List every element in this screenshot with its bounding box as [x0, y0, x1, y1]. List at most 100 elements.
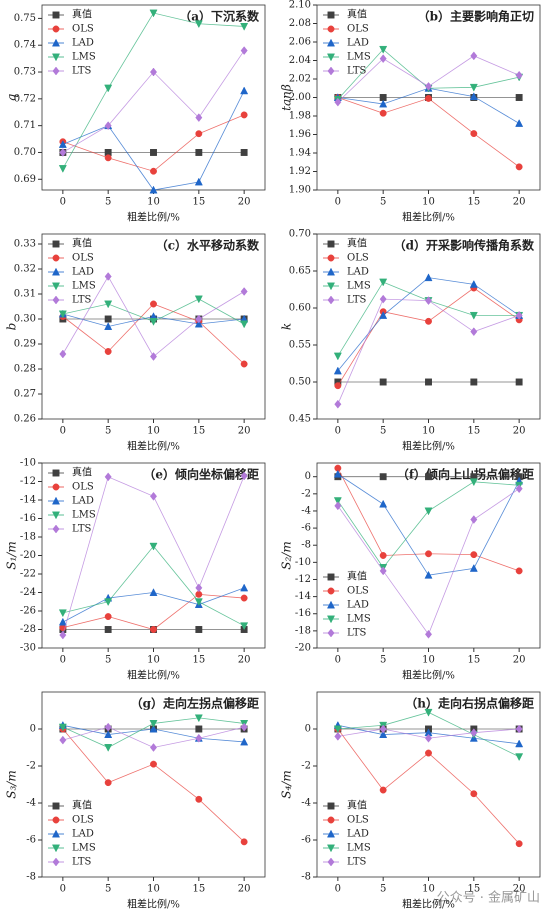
- x-tick-label: 5: [105, 884, 111, 895]
- x-tick-label: 20: [513, 197, 526, 208]
- legend-marker: [327, 587, 335, 595]
- marker: [195, 733, 203, 743]
- series-line: [62, 114, 245, 172]
- y-tick-label: -4: [301, 798, 311, 809]
- legend-marker: [52, 469, 60, 477]
- marker: [470, 790, 478, 798]
- y-tick-label: 0.27: [14, 389, 36, 400]
- marker: [240, 111, 248, 119]
- marker: [150, 626, 157, 633]
- marker: [240, 622, 249, 631]
- marker: [379, 294, 387, 304]
- legend-marker: [51, 829, 61, 838]
- y-tick-label: 0.70: [289, 229, 311, 240]
- panel-title: （f）倾向上山拐点偏移距: [397, 467, 534, 482]
- y-tick-label: -30: [20, 643, 36, 654]
- y-tick-label: -20: [295, 643, 311, 654]
- marker: [379, 109, 387, 117]
- marker: [424, 507, 433, 516]
- legend-marker: [52, 25, 60, 33]
- x-tick-label: 15: [467, 426, 480, 437]
- marker: [425, 94, 432, 102]
- y-tick-label: -6: [301, 835, 311, 846]
- marker: [59, 148, 67, 157]
- x-tick-label: 0: [335, 426, 341, 437]
- marker: [149, 724, 158, 733]
- legend-label: 真值: [347, 570, 367, 583]
- legend-label: LMS: [72, 52, 96, 63]
- legend-marker: [327, 25, 335, 33]
- x-tick-label: 0: [335, 655, 341, 666]
- marker: [379, 473, 387, 481]
- y-tick-label: -2: [301, 488, 311, 499]
- legend-label: LAD: [347, 267, 369, 278]
- legend-marker: [327, 254, 335, 262]
- legend-label: LMS: [72, 281, 96, 292]
- marker: [379, 278, 388, 287]
- legend-label: 真值: [72, 466, 92, 479]
- legend-marker: [51, 267, 61, 276]
- marker: [515, 310, 523, 320]
- legend-marker: [51, 53, 61, 62]
- marker: [469, 92, 478, 101]
- x-tick-label: 20: [513, 426, 526, 437]
- marker: [195, 725, 203, 733]
- marker: [104, 272, 112, 281]
- x-tick-label: 15: [192, 655, 205, 666]
- series-line: [337, 97, 520, 168]
- y-tick-label: -26: [20, 606, 36, 617]
- legend-label: OLS: [72, 815, 94, 826]
- marker: [379, 378, 387, 386]
- legend-marker: [327, 240, 335, 248]
- legend-marker: [327, 11, 335, 19]
- panel: 0.26 0.27 0.28 0.29 0.30 0.31 0.32 0.33 0 5 10 15 20…: [5, 233, 266, 453]
- marker: [424, 81, 433, 91]
- marker: [104, 348, 112, 355]
- x-tick-label: 20: [238, 197, 251, 208]
- marker: [379, 54, 387, 64]
- x-axis-label: 粗差比例/%: [127, 898, 180, 911]
- marker: [240, 320, 249, 329]
- marker: [515, 94, 523, 101]
- series-line: [337, 87, 520, 124]
- x-tick-label: 0: [60, 197, 66, 208]
- marker: [195, 149, 203, 156]
- legend-marker: [327, 628, 335, 638]
- legend-label: 真值: [72, 799, 92, 812]
- marker: [515, 840, 523, 848]
- x-tick-label: 20: [238, 655, 251, 666]
- x-tick-label: 15: [467, 655, 480, 666]
- panel: -8 -6 -4 -2 0 0 5 10 15 20 粗差比例/% S₃/m （g）走向左拐点偏移距真值…: [5, 691, 266, 911]
- series-line: [62, 593, 245, 630]
- marker: [194, 598, 203, 607]
- marker: [194, 20, 203, 29]
- legend-marker: [52, 254, 60, 262]
- marker: [150, 760, 157, 768]
- legend-label: LMS: [72, 510, 96, 521]
- marker: [58, 310, 67, 319]
- legend-marker: [326, 282, 336, 291]
- y-tick-label: 0.71: [14, 120, 36, 131]
- legend-label: LTS: [347, 628, 366, 639]
- legend-marker: [51, 282, 61, 291]
- series-line: [337, 298, 520, 405]
- legend-label: LMS: [347, 614, 371, 625]
- y-tick-label: 0: [30, 724, 36, 735]
- legend-marker: [327, 802, 335, 810]
- legend-marker: [52, 524, 60, 534]
- legend-label: OLS: [347, 253, 369, 264]
- marker: [379, 566, 387, 576]
- marker: [515, 119, 524, 127]
- marker: [425, 378, 432, 386]
- legend-label: LAD: [347, 600, 369, 611]
- x-tick-label: 10: [422, 197, 435, 208]
- marker: [59, 735, 67, 745]
- marker: [470, 378, 478, 386]
- y-axis-label: S₃/m: [5, 770, 19, 798]
- marker: [379, 724, 387, 734]
- legend-label: 真值: [347, 237, 367, 250]
- y-axis-label: q: [5, 93, 19, 101]
- y-tick-label: 2.00: [289, 92, 311, 103]
- marker: [240, 594, 248, 602]
- legend-marker: [326, 53, 336, 62]
